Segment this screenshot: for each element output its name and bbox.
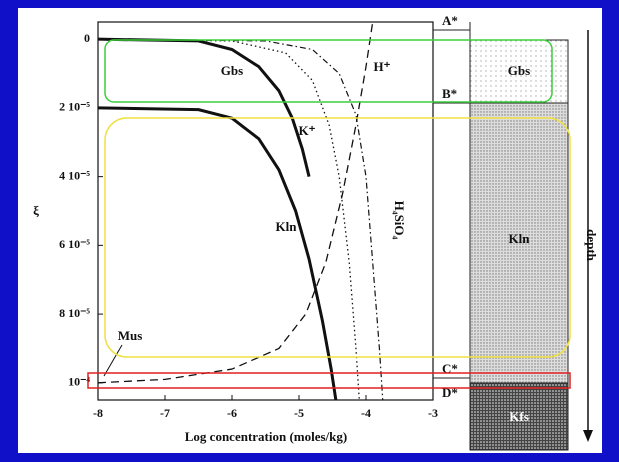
x-tick-label: -8 <box>93 406 103 420</box>
layer-label: Kfs <box>509 409 529 424</box>
y-tick-label: 2 10⁻⁵ <box>59 100 90 114</box>
y-tick-label: 6 10⁻⁵ <box>59 237 90 251</box>
y-tick-label: 8 10⁻⁵ <box>59 306 90 320</box>
y-tick-label: 10⁻⁴ <box>68 375 90 389</box>
curve-label: H⁺ <box>374 59 391 74</box>
page: {"chart_data": {"type": "line", "xlabel"… <box>0 0 619 462</box>
marker-label: B* <box>442 86 457 101</box>
y-axis-label: ξ <box>33 203 39 218</box>
layer-label: Kln <box>509 231 531 246</box>
y-tick-label: 4 10⁻⁵ <box>59 168 90 182</box>
chart: -8 -7 -6 -5 -4 -3 0 2 10⁻⁵ 4 10⁻⁵ 6 10⁻⁵ 8 10⁻⁵ 10⁻… <box>0 0 619 462</box>
curve-label: Kln <box>276 219 298 234</box>
x-tick-label: -3 <box>428 406 438 420</box>
y-tick-label: 0 <box>84 31 90 45</box>
layer-label: Gbs <box>508 63 530 78</box>
x-tick-label: -6 <box>227 406 237 420</box>
x-tick-label: -4 <box>361 406 371 420</box>
marker-label: D* <box>442 385 458 400</box>
x-tick-label: -5 <box>294 406 304 420</box>
x-axis-label: Log concentration (moles/kg) <box>185 429 347 444</box>
x-tick-label: -7 <box>160 406 170 420</box>
curve-label: Mus <box>118 328 143 343</box>
curve-label: Gbs <box>221 63 243 78</box>
curve-label: H₄SiO₄ <box>392 201 407 240</box>
marker-label: A* <box>442 13 458 28</box>
depth-label: depth <box>584 229 599 262</box>
curve-label: K⁺ <box>299 123 316 138</box>
